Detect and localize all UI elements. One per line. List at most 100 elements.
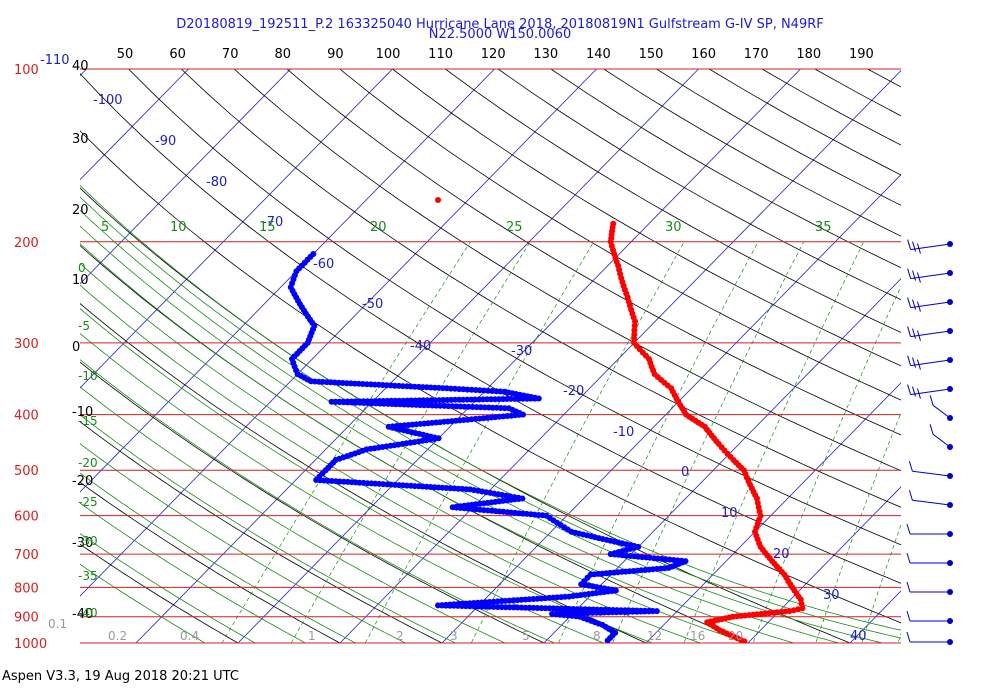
wind-barb — [907, 239, 951, 254]
top-axis-label: 110 — [428, 47, 453, 62]
wind-barb-flag — [906, 631, 911, 643]
green-left-label: -15 — [78, 414, 98, 428]
wind-barb — [907, 355, 951, 370]
isotherm-label: -50 — [362, 297, 383, 312]
top-axis-label: 180 — [796, 47, 821, 62]
moist-adiabat-line — [80, 533, 257, 643]
wind-barb — [907, 384, 951, 399]
wind-barb-flag — [916, 272, 921, 283]
isotherm-line — [80, 69, 597, 597]
height-label: -30 — [72, 536, 93, 551]
isotherm-line — [339, 69, 901, 643]
moist-adiabat-line — [80, 262, 749, 643]
moist-adiabat-line — [80, 196, 901, 639]
mixing-ratio-label: 0.4 — [180, 629, 199, 643]
green-left-label: -5 — [78, 319, 90, 333]
wind-barb — [906, 610, 950, 622]
wind-barb-flag — [907, 268, 912, 279]
wind-barb — [908, 490, 951, 506]
wind-barb-flag — [929, 424, 934, 435]
wind-barb-shaft — [910, 388, 951, 396]
height-label: 10 — [72, 273, 89, 288]
top-axis-label: 50 — [117, 47, 134, 62]
isotherm-label: -100 — [93, 93, 123, 108]
moist-adiabat-line — [80, 443, 407, 643]
wind-barb-shaft — [932, 433, 951, 448]
pressure-label: 200 — [14, 236, 39, 251]
temperature-point — [631, 331, 638, 338]
green-left-label: -25 — [78, 495, 98, 509]
moist-adiabat-line — [80, 332, 605, 643]
wind-barb — [907, 268, 951, 283]
mixing-ratio-label: 5 — [522, 629, 530, 643]
temperature-point — [631, 335, 638, 342]
dry-adiabat-line — [80, 72, 901, 584]
isotherm-label: 10 — [721, 506, 738, 521]
wind-barb-flag — [907, 384, 912, 395]
mixing-ratio-line — [470, 241, 685, 643]
wind-barb — [908, 461, 951, 477]
wind-barb-shaft — [910, 330, 951, 338]
pressure-label: 100 — [14, 63, 39, 78]
dry-adiabat-line — [80, 543, 239, 643]
green-left-label: -10 — [78, 369, 98, 383]
height-label: -10 — [72, 405, 93, 420]
moist-adiabat-line — [80, 209, 885, 643]
top-axis-label: 140 — [586, 47, 611, 62]
isotherm-label: -40 — [410, 339, 431, 354]
moist-adiabat-label: 5 — [101, 220, 109, 235]
moist-adiabat-label: 25 — [506, 220, 523, 235]
dry-adiabat-line — [708, 69, 901, 176]
moist-adiabat-line — [80, 243, 796, 643]
wind-barb-flag — [906, 610, 911, 622]
wind-barb-flag — [916, 243, 921, 254]
height-label: 20 — [72, 203, 89, 218]
temperature-point — [631, 322, 638, 329]
top-axis-label: 60 — [169, 47, 186, 62]
dry-adiabat-line — [445, 69, 901, 333]
mixing-ratio-label: 8 — [593, 629, 601, 643]
isotherm-label: -60 — [313, 257, 334, 272]
temperature-point — [632, 318, 638, 325]
wind-barb-flag — [916, 388, 921, 399]
wind-barb-shaft — [910, 359, 951, 367]
wind-barb-shaft — [910, 272, 951, 280]
dry-adiabat-line — [814, 69, 901, 117]
wind-barb — [906, 581, 950, 593]
mixing-ratio-line — [612, 241, 805, 643]
background-lines — [80, 69, 901, 643]
wind-barbs — [906, 239, 953, 645]
footer-credit: Aspen V3.3, 19 Aug 2018 20:21 UTC — [2, 669, 239, 684]
dry-adiabat-line — [761, 69, 901, 146]
dry-adiabat-line — [392, 69, 901, 367]
mixing-ratio-line — [683, 241, 865, 643]
moist-adiabat-label: 35 — [815, 220, 832, 235]
wind-barb — [907, 326, 951, 341]
wind-barb-flag — [916, 330, 921, 341]
wind-barb-flag — [907, 239, 912, 250]
wind-barb-shaft — [910, 243, 951, 251]
isotherm-label: -110 — [40, 53, 70, 68]
height-label: -20 — [72, 474, 93, 489]
wind-barb-flag — [912, 270, 917, 281]
isotherm-label: 20 — [773, 547, 790, 562]
moist-adiabat-label: 10 — [170, 220, 187, 235]
wind-barb-shaft — [932, 404, 951, 419]
top-axis-label: 120 — [481, 47, 506, 62]
temperature-point — [741, 638, 748, 643]
moist-adiabat-line — [80, 472, 357, 643]
isotherm-line — [80, 69, 189, 181]
chart-subtitle: N22.5000 W150.0060 — [428, 27, 572, 42]
green-left-label: -20 — [78, 456, 98, 470]
isotherm-line — [80, 69, 291, 285]
wind-barb-shaft — [910, 301, 951, 309]
green-left-label: -35 — [78, 569, 98, 583]
mixing-ratio-line — [290, 241, 531, 643]
wind-barb-flag — [912, 357, 917, 368]
pressure-label: 400 — [14, 409, 39, 424]
temperature-point — [435, 197, 441, 203]
mixing-ratio-label: 0.2 — [108, 629, 127, 643]
mixing-ratio-label: 3 — [450, 629, 458, 643]
isotherm-label: -20 — [563, 384, 584, 399]
